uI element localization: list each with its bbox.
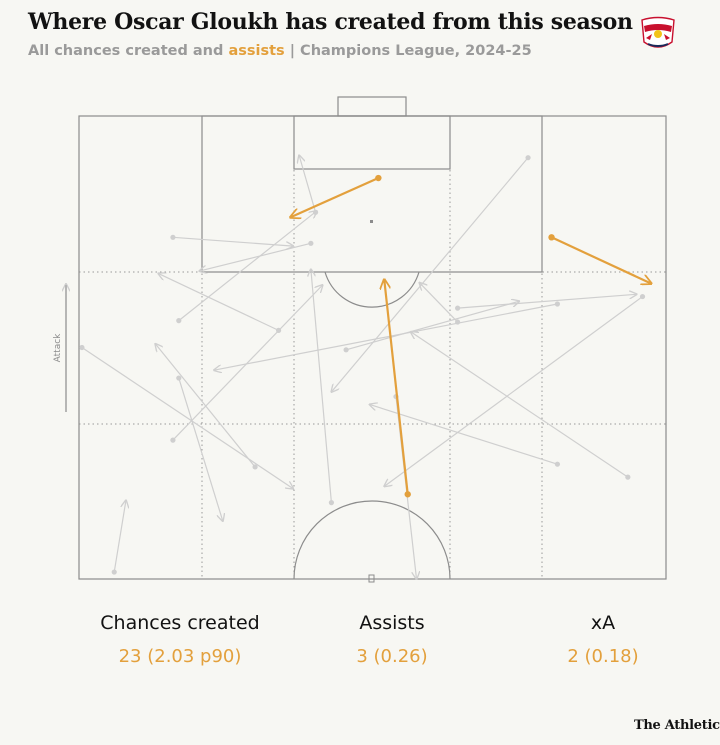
chance-start-dot (525, 155, 531, 161)
chance-pass-line (81, 347, 293, 489)
chance-start-dot (554, 301, 561, 307)
chance-start-dot (308, 240, 314, 246)
chance-start-dot (455, 319, 461, 325)
chance-start-dot (170, 234, 176, 240)
chance-pass-line (311, 269, 333, 503)
chance-pass-line (172, 285, 323, 441)
center-spot (368, 574, 375, 583)
chance-start-dot (176, 318, 182, 324)
attack-label: Attack (53, 333, 63, 363)
stat-chances-created: Chances created 23 (2.03 p90) (60, 612, 300, 667)
chance-start-dot (176, 375, 182, 381)
goal (337, 96, 407, 117)
chance-pass-line (113, 500, 126, 573)
center-circle (293, 500, 451, 580)
penalty-arc (324, 271, 420, 308)
chance-pass-line (331, 157, 529, 392)
assist-pass-line (551, 236, 652, 283)
club-crest-logo (641, 16, 675, 48)
chance-pass-line (345, 301, 519, 351)
chance-start-dot (275, 327, 282, 333)
six-yard-box (293, 115, 451, 170)
chance-start-dot (252, 464, 258, 470)
chance-start-dot (170, 437, 176, 443)
chance-pass-line (457, 294, 637, 309)
chance-pass-line (155, 344, 256, 468)
stat-value: 3 (0.26) (356, 646, 428, 667)
subtitle-prefix: All chances created and (28, 43, 229, 59)
chance-start-dot (328, 500, 335, 506)
subtitle-assists-highlight: assists (228, 43, 285, 59)
chance-start-dot (554, 461, 561, 467)
stat-value: 23 (2.03 p90) (118, 646, 242, 667)
stat-assists: Assists 3 (0.26) (272, 612, 512, 667)
assist-start-dot (548, 234, 555, 241)
chance-pass-line (411, 332, 629, 478)
chance-start-dot (312, 209, 319, 215)
assist-pass-line (384, 279, 409, 495)
stat-label: Chances created (100, 612, 260, 634)
chance-start-dot (79, 344, 85, 351)
chance-pass-line (419, 283, 459, 323)
chance-pass-line (370, 404, 558, 465)
stat-value: 2 (0.18) (567, 646, 639, 667)
chance-start-dot (455, 305, 461, 311)
subtitle-suffix: | Champions League, 2024-25 (284, 43, 532, 59)
pitch-chart: Attack (53, 96, 667, 583)
chance-pass-line (384, 296, 643, 487)
penalty-spot (370, 220, 373, 223)
chance-start-dot (343, 347, 349, 353)
chance-pass-line (172, 236, 293, 246)
penalty-area (201, 115, 543, 273)
brand-logo-the-athletic: The Athletic (634, 718, 720, 733)
chance-pass-line (178, 377, 223, 521)
chart-title: Where Oscar Gloukh has created from this… (28, 9, 633, 35)
chance-pass-line (214, 303, 558, 370)
stat-xa: xA 2 (0.18) (483, 612, 720, 667)
chart-subtitle: All chances created and assists | Champi… (28, 43, 532, 59)
chance-pass-line (178, 211, 317, 322)
chance-start-dot (639, 293, 646, 300)
chance-pass-line (299, 155, 317, 213)
assist-start-dot (404, 491, 411, 498)
stat-label: xA (590, 612, 616, 634)
chance-pass-line (158, 273, 279, 331)
chance-pass-line (199, 242, 312, 271)
assist-pass-line (290, 177, 379, 217)
chance-start-dot (111, 569, 117, 575)
chance-start-dot (625, 474, 631, 480)
pitch-outline (78, 115, 667, 580)
stat-label: Assists (359, 612, 425, 634)
assist-start-dot (375, 174, 382, 182)
